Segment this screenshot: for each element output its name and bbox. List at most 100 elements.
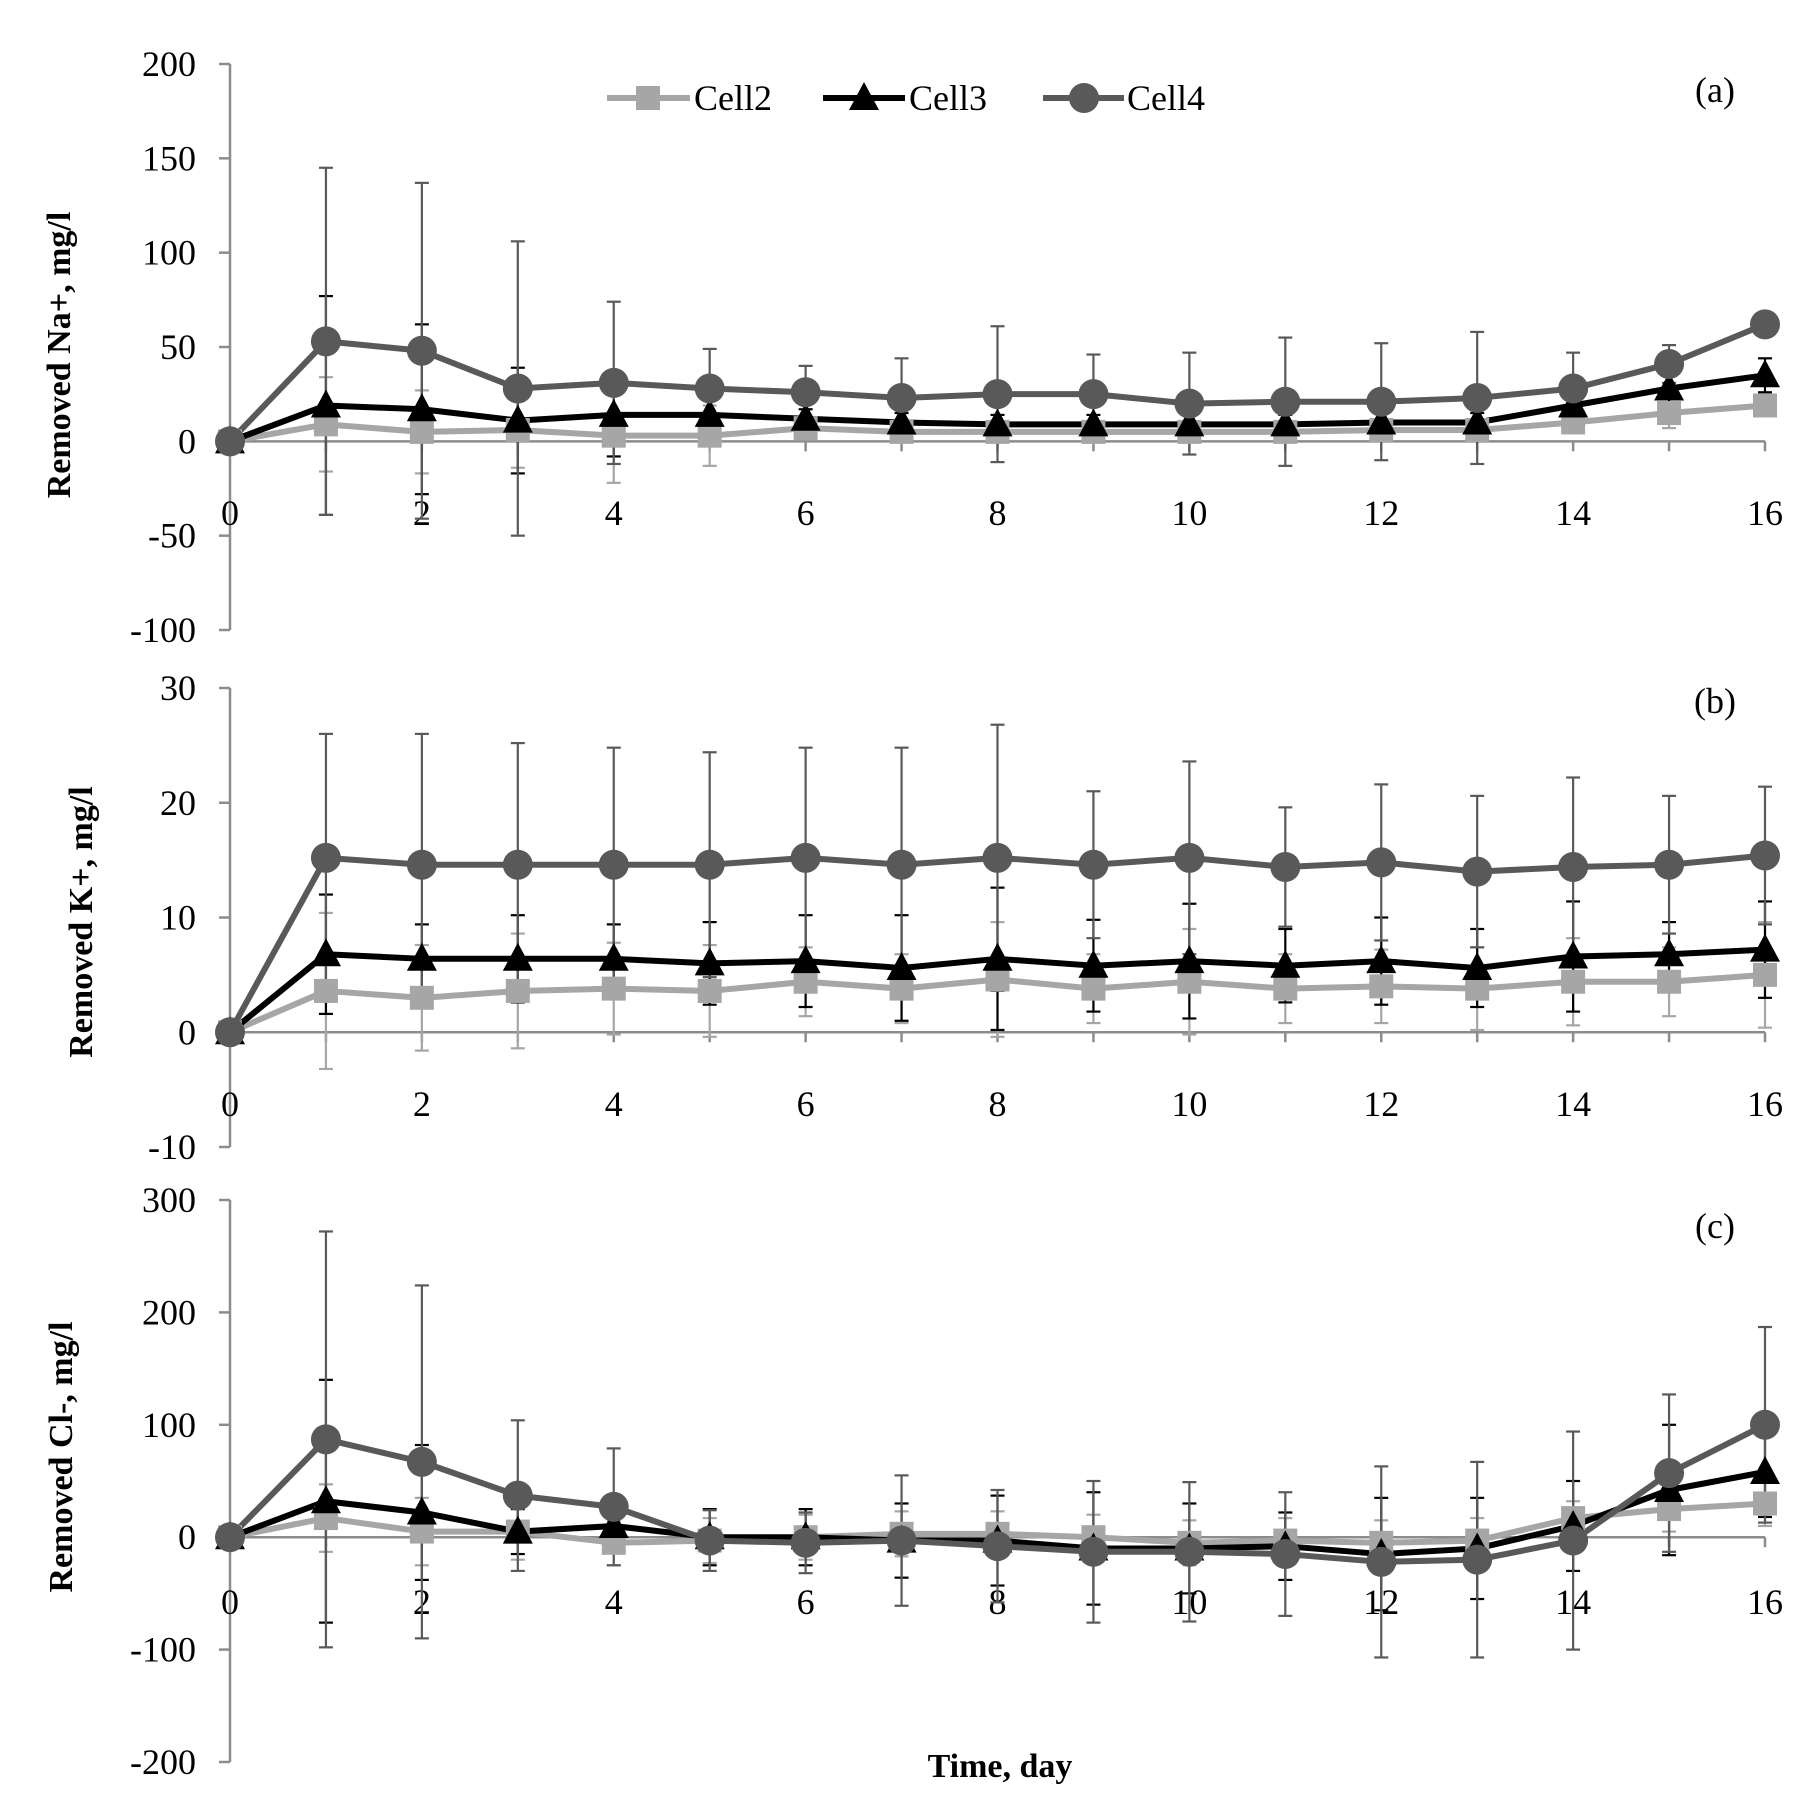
data-point-cell3 [1750,359,1780,388]
y-tick-label: 200 [142,1292,196,1332]
data-point-cell2 [697,423,722,448]
data-point-cell4 [982,379,1013,410]
data-point-cell4 [310,842,341,873]
data-point-cell4 [1750,1409,1780,1440]
y-axis-title: Removed K+, mg/l [63,786,100,1058]
y-tick-label: 0 [178,421,196,461]
data-point-cell4 [1078,379,1109,410]
y-tick-label: 300 [142,1180,196,1220]
legend-item-cell2: Cell2 [607,78,772,118]
data-point-cell4 [790,377,821,408]
x-tick-label: 8 [989,1084,1007,1124]
data-point-cell4 [1366,1546,1397,1577]
legend-marker-shape [1069,83,1099,113]
data-point-cell4 [1750,840,1780,871]
data-point-cell4 [1270,1539,1301,1570]
data-point-cell4 [215,1522,245,1553]
data-point-cell3 [406,1496,437,1525]
x-tick-label: 10 [1171,1084,1207,1124]
x-tick-label: 4 [605,1084,623,1124]
data-point-cell4 [1270,386,1301,417]
data-point-cell4 [1654,1458,1685,1489]
x-tick-label: 10 [1171,493,1207,533]
data-point-cell2 [1753,962,1777,987]
data-point-cell2 [601,423,626,448]
data-point-cell2 [1753,1491,1777,1516]
data-point-cell3 [982,942,1013,971]
legend-marker-shape [636,86,660,110]
y-axis-title: Removed Cl-, mg/l [43,1321,80,1592]
axes: -10 0 10 20 30 0 2 4 6 8 10 12 14 16 [148,668,1783,1167]
panel-b-chart: (b) Removed K+, mg/l -10 0 10 20 30 0 2 4 6 8 10 12… [63,668,1783,1167]
data-point-cell3 [1750,933,1780,962]
data-point-cell4 [1174,388,1205,419]
data-point-cell4 [215,426,245,457]
legend-marker-shape [849,82,879,110]
y-tick-label: 100 [142,1405,196,1445]
data-point-cell4 [215,1017,245,1048]
data-point-cell4 [886,849,917,880]
data-point-cell3 [790,945,821,974]
x-tick-label: 4 [605,493,623,533]
y-axis-title: Removed Na+, mg/l [41,212,78,499]
data-point-cell3 [502,1515,533,1544]
data-point-cell4 [1654,849,1685,880]
data-point-cell3 [1654,938,1685,967]
data-point-cell3 [1270,949,1301,978]
data-point-cell2 [1369,974,1394,999]
y-tick-label: -200 [130,1742,196,1782]
y-tick-label: -10 [148,1127,196,1167]
data-point-cell2 [409,419,434,444]
legend-label: Cell4 [1127,78,1205,118]
data-point-cell4 [982,842,1013,873]
data-point-cell4 [1078,1536,1109,1567]
data-point-cell4 [982,1531,1013,1562]
y-tick-label: 50 [160,327,196,367]
y-tick-label: 100 [142,233,196,273]
data-point-cell3 [886,406,917,435]
data-point-cell4 [310,326,341,357]
data-point-cell4 [1558,1525,1589,1556]
data-point-cell3 [1462,951,1493,980]
y-tick-label: 200 [142,44,196,84]
legend-marker [849,82,879,110]
data-point-cell2 [313,978,338,1003]
y-tick-label: 30 [160,668,196,708]
legend-marker [1069,83,1099,113]
data-point-cell4 [502,1480,533,1511]
data-point-cell4 [886,1525,917,1556]
data-point-cell3 [886,951,917,980]
data-point-cell3 [790,402,821,431]
data-point-cell3 [310,1485,341,1514]
data-point-cell2 [505,978,530,1003]
data-point-cell4 [598,367,629,398]
data-point-cell3 [1462,406,1493,435]
x-tick-label: 14 [1555,1084,1591,1124]
data-point-cell4 [694,1525,725,1556]
data-point-cell4 [1270,852,1301,883]
data-point-cell3 [1078,408,1109,437]
data-point-cell4 [694,849,725,880]
data-point-cell2 [889,976,914,1001]
data-point-cell3 [598,398,629,427]
data-point-cell4 [1558,373,1589,404]
data-point-cell4 [886,382,917,413]
x-tick-label: 14 [1555,493,1591,533]
data-point-cell4 [502,373,533,404]
y-tick-label: 150 [142,138,196,178]
legend-marker [636,86,660,110]
x-tick-label: 6 [797,1084,815,1124]
data-point-cell3 [1654,372,1685,401]
x-tick-label: 4 [605,1582,623,1622]
x-tick-label: 8 [989,493,1007,533]
data-point-cell3 [1558,940,1589,969]
data-point-cell3 [406,393,437,422]
legend-item-cell3: Cell3 [823,78,987,118]
data-point-cell3 [1366,945,1397,974]
x-tick-label: 0 [221,1582,239,1622]
data-point-cell2 [1657,401,1682,426]
panel-label: (b) [1694,681,1736,721]
data-point-cell2 [697,978,722,1003]
data-point-cell4 [790,1527,821,1558]
